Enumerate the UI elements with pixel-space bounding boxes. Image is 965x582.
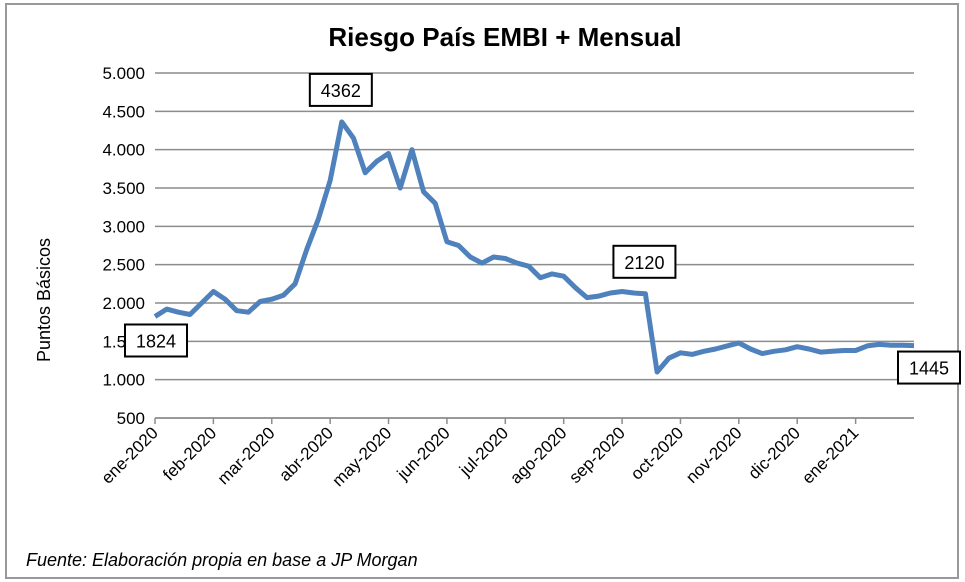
y-tick-label: 3.000 [102, 217, 145, 236]
frame [5, 3, 959, 579]
y-axis-label: Puntos Básicos [34, 238, 54, 362]
y-tick-label: 500 [117, 409, 145, 428]
data-label: 4362 [321, 81, 361, 101]
data-label-box [124, 323, 188, 358]
y-tick-label: 4.000 [102, 141, 145, 160]
y-tick-label: 3.500 [102, 179, 145, 198]
data-label-box [308, 72, 373, 107]
chart-title: Riesgo País EMBI + Mensual [328, 22, 681, 52]
y-tick-label: 5.000 [102, 64, 145, 83]
data-line [153, 119, 915, 375]
data-label-box [612, 244, 677, 279]
data-label: 1445 [909, 359, 949, 379]
y-tick-label: 2.000 [102, 294, 145, 313]
data-label: 1824 [136, 331, 176, 351]
y-tick-label: 1.000 [102, 371, 145, 390]
data-label: 2120 [624, 253, 664, 273]
y-tick-label: 4.500 [102, 102, 145, 121]
source-note: Fuente: Elaboración propia en base a JP … [26, 550, 418, 570]
y-tick-label: 2.500 [102, 256, 145, 275]
data-label-box [897, 350, 961, 385]
